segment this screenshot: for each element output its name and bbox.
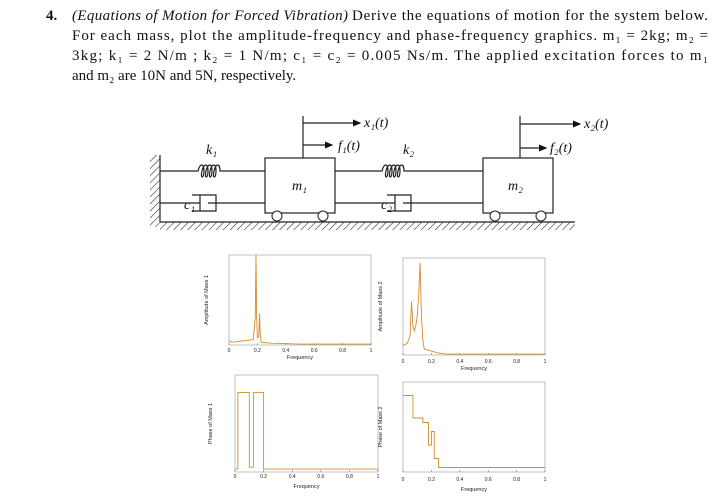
spring [335,164,483,178]
x-tick-label: 0.2 [254,348,261,354]
x-tick-label: 0 [402,359,405,365]
plot-frame [402,257,546,356]
mass [264,157,336,214]
problem-number: 4. [46,8,58,24]
x-tick-label: 0.4 [282,348,289,354]
mass [482,157,554,214]
x-tick-label: 0.8 [339,348,346,354]
x-tick-label: 0.2 [428,359,435,365]
x-axis-label: Frequency [461,487,487,493]
wheel [535,210,547,222]
label: x₁(t) [363,116,389,131]
plot-frame [402,381,546,473]
problem-line: and m₂ are 10N and 5N, respectively. [72,68,296,84]
problem-line: For each mass, plot the amplitude-freque… [72,28,708,44]
label: m₂ [508,179,523,194]
data-line [403,395,545,468]
x-tick-label: 0.4 [456,477,463,483]
x-tick-label: 1 [377,474,380,480]
x-tick-label: 0.8 [346,474,353,480]
problem-line: Derive the equations of motion for the s… [352,8,708,24]
label: f₂(t) [550,141,572,156]
damper [160,194,265,212]
x-tick-label: 0.6 [317,474,324,480]
label: k₂ [403,143,414,158]
label: m₁ [292,179,307,194]
damper [335,194,483,212]
ground [160,222,575,230]
label: c₁ [184,198,195,213]
x-tick-label: 0.6 [485,477,492,483]
label: c₂ [381,198,392,213]
x-tick-label: 0.6 [311,348,318,354]
data-line [235,392,378,470]
y-axis-label: Phase of Mass 2 [378,407,384,448]
data-line [402,262,545,355]
plot-frame [228,254,372,346]
x-tick-label: 0 [402,477,405,483]
y-axis-label: Phase of Mass 1 [208,403,214,444]
spring [160,164,265,178]
wheel [317,210,329,222]
x-tick-label: 1 [370,348,373,354]
x-tick-label: 0.6 [485,359,492,365]
x-tick-label: 1 [544,477,547,483]
data-line [228,254,371,345]
y-axis-label: Amplitude of Mass 1 [204,275,210,325]
label: x₂(t) [583,117,609,132]
diagram: k₁ c₁ m₁ f₁(t) x₁(t) k₂ c₂ m₂ f₂(t) x₂(t… [150,116,609,230]
label: k₁ [206,143,217,158]
x-axis-label: Frequency [461,366,487,372]
x-tick-label: 0 [234,474,237,480]
wheel [489,210,501,222]
x-tick-label: 0 [228,348,231,354]
x-tick-label: 1 [544,359,547,365]
problem-line: 3kg; k₁ = 2 N/m ; k₂ = 1 N/m; c₁ = c₂ = … [72,48,708,64]
x-axis-label: Frequency [287,355,313,361]
wheel [271,210,283,222]
x-tick-label: 0.4 [456,359,463,365]
wall [150,155,160,227]
x-tick-label: 0.8 [513,359,520,365]
x-tick-label: 0.2 [260,474,267,480]
plot-frame [234,374,379,473]
label: f₁(t) [338,139,360,154]
y-axis-label: Amplitude of Mass 2 [378,282,384,332]
x-axis-label: Frequency [294,484,320,490]
x-tick-label: 0.8 [513,477,520,483]
x-tick-label: 0.2 [428,477,435,483]
problem-title: (Equations of Motion for Forced Vibratio… [72,8,348,24]
x-tick-label: 0.4 [289,474,296,480]
